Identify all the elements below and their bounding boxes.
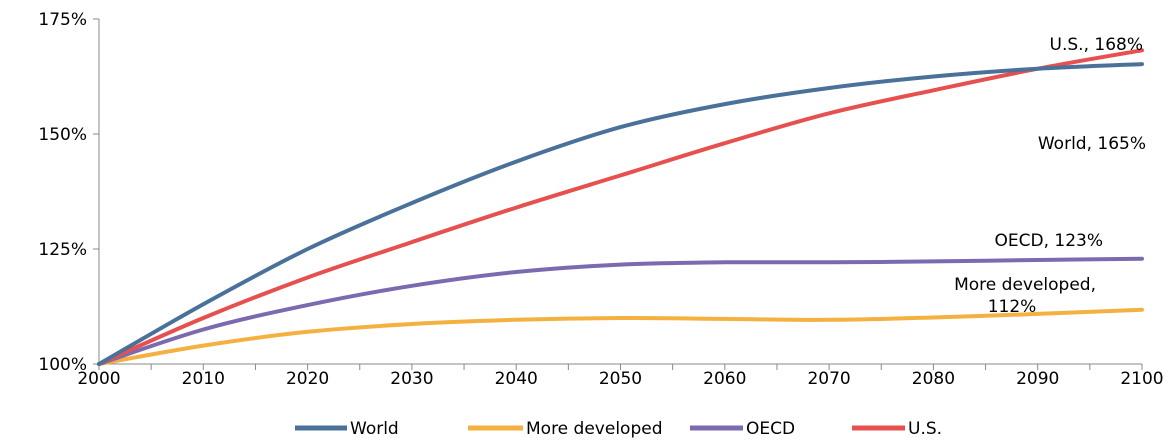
annotation-world: World, 165% [1038, 134, 1146, 154]
annotation-more-developed-line-1: More developed, [954, 275, 1096, 295]
x-tick-label: 2090 [1016, 369, 1059, 389]
y-tick-label: 125% [38, 240, 87, 260]
x-tick-label: 2100 [1120, 369, 1163, 389]
legend-label-more-developed: More developed [526, 419, 662, 439]
legend-label-u-s: U.S. [908, 419, 942, 439]
y-tick-label: 100% [38, 355, 87, 375]
x-tick-label: 2050 [599, 369, 642, 389]
legend-label-world: World [350, 419, 399, 439]
series-line-more-developed [97, 307, 1144, 366]
series-lines [97, 48, 1144, 366]
series-line-world [97, 62, 1144, 366]
legend-label-oecd: OECD [746, 419, 795, 439]
x-tick-label: 2070 [807, 369, 850, 389]
annotation-more-developed-line-2: 112% [988, 297, 1037, 317]
x-tick-label: 2010 [182, 369, 225, 389]
x-tick-label: 2020 [286, 369, 329, 389]
series-line-u-s [97, 48, 1144, 366]
series-line-oecd [97, 256, 1144, 366]
x-tick-label: 2060 [703, 369, 746, 389]
y-tick-label: 175% [38, 10, 87, 30]
x-tick-label: 2080 [912, 369, 955, 389]
legend: World More developed OECD U.S. [295, 419, 942, 439]
annotation-us: U.S., 168% [1050, 35, 1143, 55]
axes: 100% 125% 150% 175% 2000 2010 2020 2030 2040 2050… [38, 10, 1163, 389]
x-tick-label: 2040 [495, 369, 538, 389]
x-tick-label: 2000 [77, 369, 120, 389]
y-tick-label: 150% [38, 125, 87, 145]
x-tick-label: 2030 [390, 369, 433, 389]
annotation-oecd: OECD, 123% [995, 231, 1104, 251]
